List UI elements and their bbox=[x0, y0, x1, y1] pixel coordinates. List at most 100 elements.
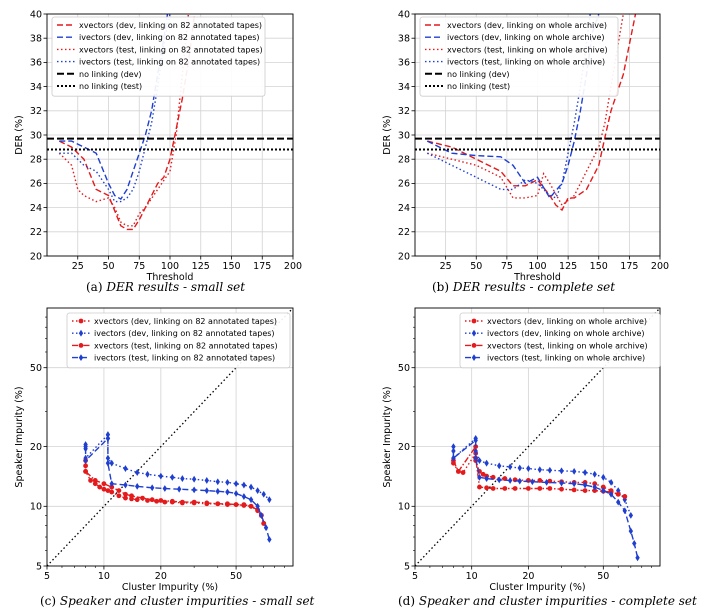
x-tick-label: 25 bbox=[440, 261, 452, 272]
x-tick-label: 50 bbox=[597, 571, 609, 582]
data-point bbox=[473, 454, 478, 462]
legend: xvectors (dev, linking on whole archive)… bbox=[459, 312, 661, 369]
data-point bbox=[255, 487, 260, 495]
data-point bbox=[608, 478, 614, 486]
data-point bbox=[191, 486, 197, 494]
series-line-3 bbox=[452, 438, 639, 558]
caption-b-label: (b) bbox=[432, 280, 450, 294]
legend-label: no linking (dev) bbox=[447, 70, 510, 79]
legend-box bbox=[51, 16, 266, 97]
data-point bbox=[582, 488, 588, 494]
legend-marker bbox=[471, 354, 477, 361]
data-point bbox=[600, 484, 606, 490]
data-point bbox=[145, 470, 150, 478]
data-point bbox=[225, 478, 230, 486]
data-point bbox=[83, 443, 88, 451]
data-point bbox=[116, 493, 122, 499]
data-point bbox=[267, 496, 272, 504]
legend-label: xvectors (dev, linking on whole archive) bbox=[447, 21, 607, 30]
data-point bbox=[158, 498, 164, 503]
legend-box bbox=[419, 16, 619, 97]
series-line-2 bbox=[427, 14, 624, 207]
legend-label: ivectors (dev, linking on whole archive) bbox=[487, 329, 645, 338]
x-tick-label: 200 bbox=[284, 261, 302, 272]
data-point bbox=[502, 486, 508, 491]
data-point bbox=[477, 457, 482, 465]
legend-label: xvectors (test, linking on whole archive… bbox=[487, 341, 648, 350]
data-point bbox=[248, 483, 254, 491]
data-point bbox=[592, 483, 597, 491]
data-point bbox=[484, 475, 489, 482]
data-point bbox=[537, 478, 543, 483]
data-point bbox=[582, 469, 588, 476]
data-point bbox=[507, 477, 513, 484]
data-point bbox=[204, 500, 210, 506]
data-point bbox=[455, 468, 461, 474]
data-point bbox=[451, 443, 456, 451]
x-axis-label: Threshold bbox=[513, 272, 561, 283]
data-point bbox=[259, 511, 264, 519]
data-point bbox=[615, 491, 621, 497]
y-tick-label: 36 bbox=[30, 58, 42, 69]
caption-c: (c) Speaker and cluster impurities - sma… bbox=[40, 594, 314, 608]
data-point bbox=[601, 487, 606, 495]
caption-d: (d) Speaker and cluster impurities - com… bbox=[398, 594, 697, 608]
data-point bbox=[261, 490, 266, 498]
legend-marker bbox=[78, 343, 84, 348]
data-point bbox=[215, 478, 220, 486]
data-point bbox=[248, 503, 254, 509]
legend: xvectors (dev, linking on whole archive)… bbox=[419, 16, 619, 97]
data-point bbox=[559, 467, 564, 475]
legend-label: xvectors (dev, linking on whole archive) bbox=[487, 317, 647, 326]
legend-label: no linking (dev) bbox=[79, 70, 142, 79]
data-point bbox=[544, 478, 549, 486]
y-tick-label: 40 bbox=[30, 9, 42, 20]
legend-box bbox=[66, 312, 291, 369]
legend-label: ivectors (test, linking on 82 annotated … bbox=[79, 58, 260, 67]
data-point bbox=[162, 485, 168, 492]
legend-label: no linking (test) bbox=[79, 82, 142, 91]
x-tick-label: 5 bbox=[412, 571, 418, 582]
data-point bbox=[129, 493, 134, 499]
data-point bbox=[123, 481, 128, 489]
legend-label: ivectors (dev, linking on 82 annotated t… bbox=[79, 33, 260, 42]
x-axis-label: Cluster Impurity (%) bbox=[489, 582, 585, 593]
data-point bbox=[525, 486, 531, 491]
data-point bbox=[571, 487, 577, 493]
data-point bbox=[109, 459, 114, 467]
data-point bbox=[526, 465, 531, 472]
legend-label: no linking (test) bbox=[447, 82, 510, 91]
y-tick-label: 26 bbox=[30, 179, 42, 190]
data-point bbox=[473, 436, 478, 444]
data-point bbox=[248, 496, 254, 504]
data-point bbox=[559, 479, 564, 487]
data-point bbox=[135, 483, 140, 490]
y-tick-label: 20 bbox=[30, 251, 42, 262]
data-point bbox=[123, 465, 128, 472]
chart-panel-a: 25 50 75 100 125 150 175 200 20 22 24 26 28 30 32 34 36 3… bbox=[14, 9, 302, 283]
data-point bbox=[477, 473, 482, 481]
legend-marker bbox=[78, 318, 84, 324]
y-tick-label: 34 bbox=[30, 82, 42, 93]
series-line-2 bbox=[58, 14, 190, 227]
x-tick-label: 20 bbox=[522, 571, 534, 582]
data-point bbox=[608, 490, 614, 498]
y-tick-label: 20 bbox=[398, 251, 410, 262]
data-point bbox=[530, 478, 535, 486]
chart-panel-c: 5 10 20 50 5 10 20 50 Cluster Impurity (%) Speake… bbox=[14, 307, 294, 593]
y-tick-label: 28 bbox=[30, 155, 42, 166]
legend-label: ivectors (test, linking on 82 annotated … bbox=[94, 354, 275, 363]
y-tick-label: 26 bbox=[398, 179, 410, 190]
data-point bbox=[123, 495, 128, 501]
series-line-0 bbox=[58, 14, 196, 231]
series-line-3 bbox=[59, 14, 171, 203]
data-point bbox=[191, 475, 197, 483]
legend-label: xvectors (test, linking on whole archive… bbox=[447, 45, 608, 54]
data-point bbox=[507, 463, 513, 471]
x-tick-label: 25 bbox=[72, 261, 84, 272]
data-point bbox=[233, 502, 239, 507]
chart-panel-b: 25 50 75 100 125 150 175 200 20 22 24 26 28 30 32 34 36 3… bbox=[382, 9, 669, 283]
y-tick-label: 50 bbox=[398, 363, 410, 374]
data-point bbox=[267, 536, 272, 543]
x-tick-label: 150 bbox=[222, 261, 240, 272]
